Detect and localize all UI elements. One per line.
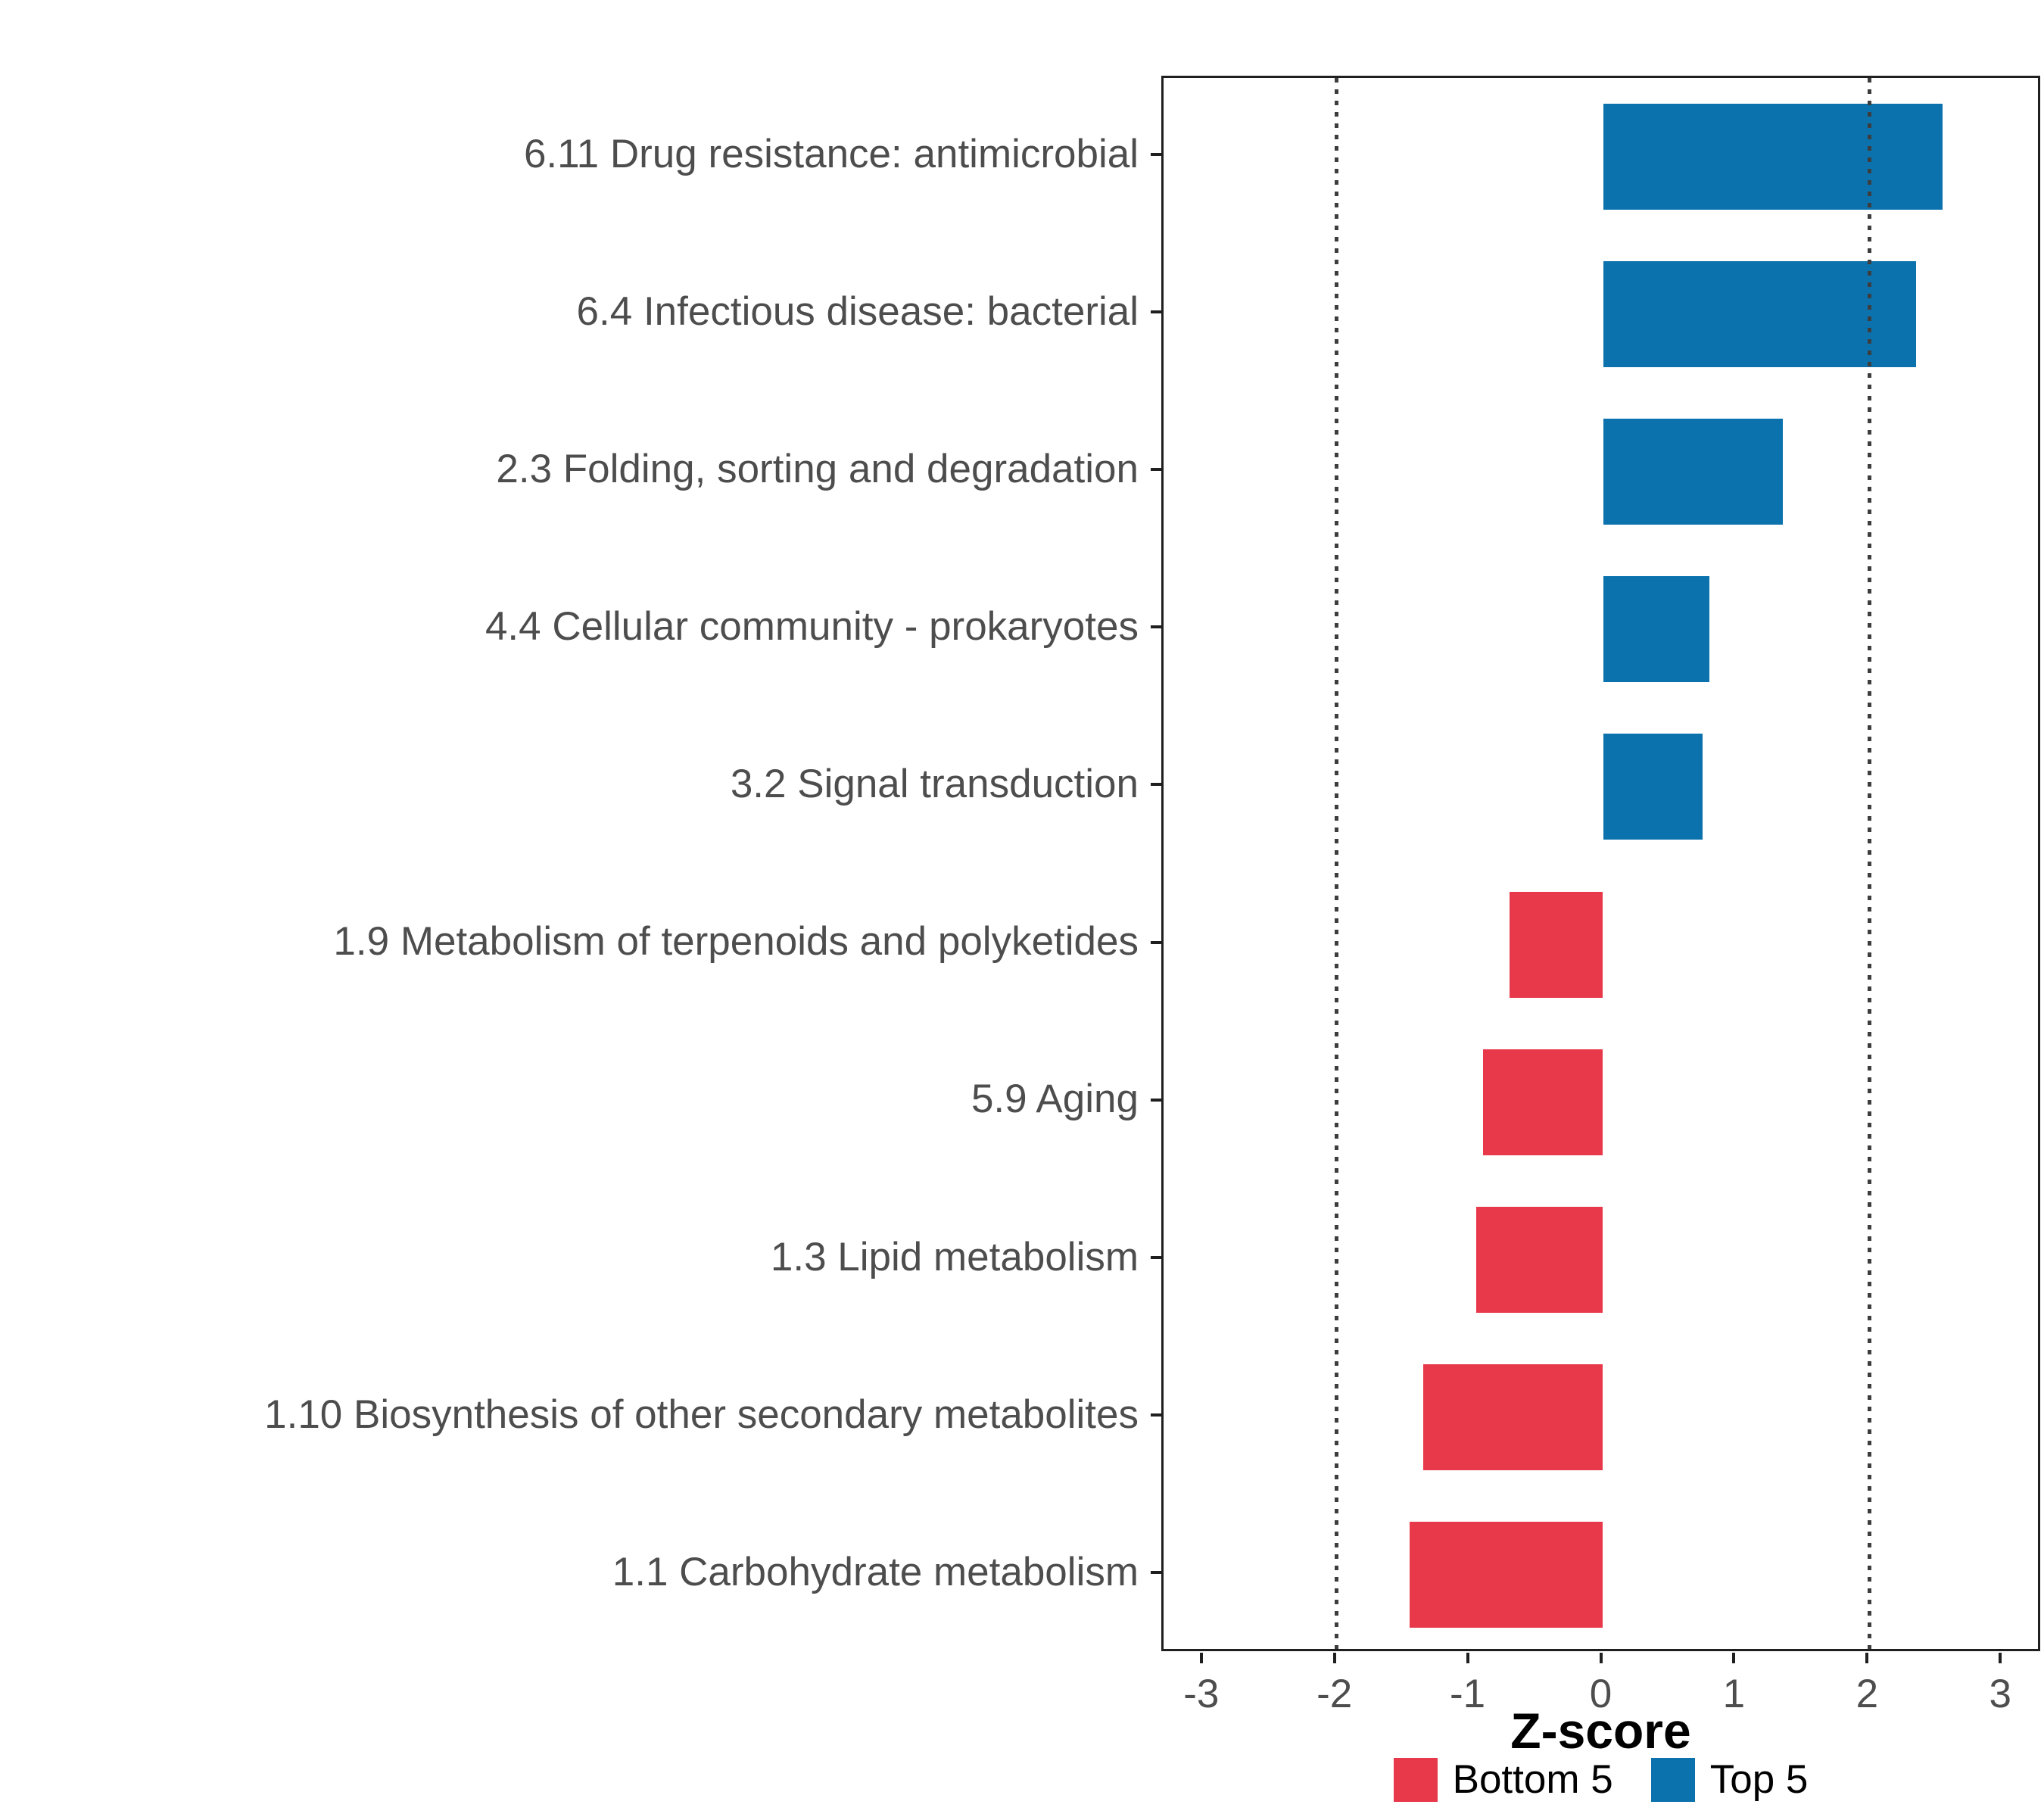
bar	[1410, 1521, 1603, 1628]
legend-label: Top 5	[1709, 1757, 1809, 1802]
y-axis-tick	[1151, 1413, 1161, 1417]
legend-label: Bottom 5	[1452, 1757, 1613, 1802]
x-tick-label: 3	[1989, 1672, 2011, 1716]
legend-swatch	[1650, 1757, 1695, 1802]
y-axis-tick	[1151, 153, 1161, 157]
x-axis-tick	[1199, 1653, 1203, 1663]
x-axis-tick	[1599, 1653, 1603, 1663]
y-axis-label: 1.9 Metabolism of terpenoids and polyket…	[333, 919, 1139, 965]
y-axis-tick	[1151, 1098, 1161, 1102]
plot-panel	[1161, 76, 2040, 1651]
bar	[1476, 1206, 1603, 1313]
y-axis-label: 3.2 Signal transduction	[730, 762, 1139, 807]
bar	[1510, 891, 1603, 998]
legend-swatch	[1393, 1757, 1438, 1802]
y-axis-tick	[1151, 783, 1161, 787]
y-axis-tick	[1151, 1255, 1161, 1259]
x-axis-tick	[1332, 1653, 1336, 1663]
x-tick-label: -2	[1316, 1672, 1353, 1716]
reference-line	[1335, 78, 1339, 1649]
y-axis-label: 1.10 Biosynthesis of other secondary met…	[264, 1392, 1139, 1437]
legend: Bottom 5 Top 5	[1161, 1756, 2040, 1803]
bar	[1423, 1364, 1603, 1470]
y-axis-tick	[1151, 1570, 1161, 1574]
x-axis-tick	[1999, 1653, 2002, 1663]
y-axis-label: 1.3 Lipid metabolism	[770, 1234, 1139, 1279]
y-axis-tick	[1151, 625, 1161, 629]
x-axis-title: Z-score	[1510, 1703, 1691, 1759]
x-tick-label: -1	[1450, 1672, 1486, 1716]
x-axis-tick	[1732, 1653, 1736, 1663]
bar	[1603, 261, 1916, 368]
y-axis-label: 4.4 Cellular community - prokaryotes	[485, 604, 1139, 650]
legend-item: Bottom 5	[1393, 1756, 1613, 1803]
y-axis-label: 6.11 Drug resistance: antimicrobial	[523, 131, 1139, 176]
bar	[1603, 734, 1703, 840]
x-tick-label: 2	[1855, 1672, 1879, 1716]
x-tick-label: 0	[1589, 1672, 1612, 1716]
x-axis-tick	[1466, 1653, 1469, 1663]
x-axis-tick	[1865, 1653, 1869, 1663]
reference-line	[1867, 78, 1871, 1649]
y-axis-label: 6.4 Infectious disease: bacterial	[576, 288, 1139, 334]
x-tick-label: 1	[1722, 1672, 1746, 1716]
y-axis-label: 1.1 Carbohydrate metabolism	[612, 1549, 1139, 1594]
y-axis-tick	[1151, 468, 1161, 472]
y-axis-label: 5.9 Aging	[971, 1077, 1139, 1122]
legend-item: Top 5	[1650, 1756, 1809, 1803]
x-tick-label: -3	[1183, 1672, 1220, 1716]
bar	[1483, 1049, 1603, 1155]
bar	[1603, 419, 1783, 525]
y-axis-label: 2.3 Folding, sorting and degradation	[496, 447, 1139, 492]
bar	[1603, 576, 1710, 683]
y-axis-tick	[1151, 940, 1161, 944]
bar	[1603, 104, 1943, 210]
y-axis-tick	[1151, 310, 1161, 314]
